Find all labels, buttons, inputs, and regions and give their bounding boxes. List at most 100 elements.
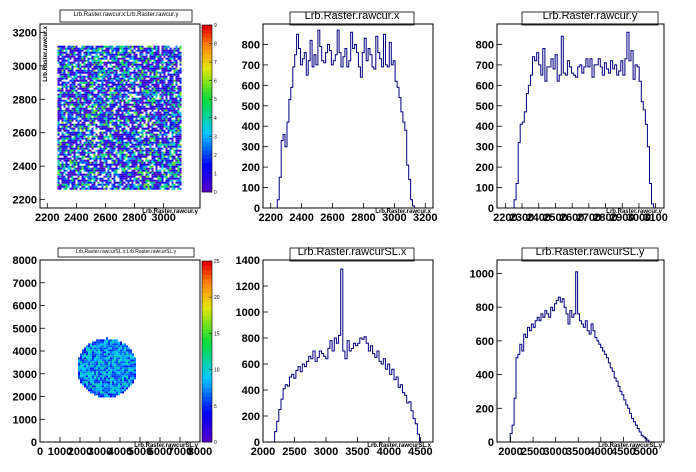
heatmap-cell (63, 171, 66, 174)
heatmap-cell (141, 139, 144, 142)
heatmap-cell (86, 361, 88, 364)
heatmap-cell (135, 45, 138, 48)
heatmap-cell (73, 185, 76, 188)
heatmap-cell (73, 181, 76, 184)
heatmap-cell (123, 49, 126, 52)
heatmap-cell (120, 347, 122, 350)
heatmap-cell (133, 73, 136, 76)
heatmap-cell (75, 57, 78, 60)
colorbar-segment (202, 301, 212, 307)
heatmap-cell (87, 51, 90, 54)
heatmap-cell (67, 59, 70, 62)
heatmap-cell (81, 89, 84, 92)
heatmap-cell (119, 125, 122, 128)
heatmap-cell (169, 169, 172, 172)
heatmap-cell (133, 79, 136, 82)
heatmap-cell (121, 129, 124, 132)
heatmap-cell (89, 149, 92, 152)
heatmap-cell (92, 353, 94, 356)
heatmap-cell (123, 59, 126, 62)
heatmap-cell (89, 133, 92, 136)
heatmap-cell (157, 159, 160, 162)
heatmap-cell (155, 143, 158, 146)
heatmap-cell (147, 169, 150, 172)
y-tick-label: 300 (242, 142, 260, 154)
heatmap-cell (173, 73, 176, 76)
heatmap-cell (106, 369, 108, 372)
heatmap-cell (88, 367, 90, 370)
heatmap-cell (125, 55, 128, 58)
heatmap-cell (65, 107, 68, 110)
heatmap-cell (81, 149, 84, 152)
heatmap-cell (120, 341, 122, 344)
heatmap-cell (132, 375, 134, 378)
heatmap-cell (85, 85, 88, 88)
heatmap-cell (177, 103, 180, 106)
heatmap-cell (94, 381, 96, 384)
heatmap-cell (91, 71, 94, 74)
heatmap-cell (177, 125, 180, 128)
heatmap-cell (127, 147, 130, 150)
heatmap-cell (121, 47, 124, 50)
heatmap-cell (103, 111, 106, 114)
heatmap-cell (113, 169, 116, 172)
heatmap-cell (103, 57, 106, 60)
heatmap-cell (113, 103, 116, 106)
heatmap-cell (99, 173, 102, 176)
heatmap-cell (179, 113, 182, 116)
heatmap-cell (105, 69, 108, 72)
heatmap-cell (147, 93, 150, 96)
heatmap-cell (141, 119, 144, 122)
heatmap-cell (100, 345, 102, 348)
heatmap-cell (128, 377, 130, 380)
heatmap-cell (57, 87, 60, 90)
heatmap-cell (61, 111, 64, 114)
heatmap-cell (83, 71, 86, 74)
heatmap-cell (165, 115, 168, 118)
heatmap-cell (63, 155, 66, 158)
heatmap-cell (77, 105, 80, 108)
heatmap-cell (84, 351, 86, 354)
heatmap-cell (147, 49, 150, 52)
heatmap-cell (173, 53, 176, 56)
heatmap-cell (101, 113, 104, 116)
heatmap-cell (125, 119, 128, 122)
heatmap-cell (155, 69, 158, 72)
heatmap-cell (179, 187, 182, 190)
heatmap-cell (139, 173, 142, 176)
heatmap-cell (82, 353, 84, 356)
heatmap-cell (163, 107, 166, 110)
heatmap-cell (102, 377, 104, 380)
heatmap-cell (121, 113, 124, 116)
heatmap-cell (63, 101, 66, 104)
heatmap-cell (99, 161, 102, 164)
heatmap-cell (179, 159, 182, 162)
heatmap-cell (101, 177, 104, 180)
heatmap-cell (177, 133, 180, 136)
heatmap-cell (109, 167, 112, 170)
heatmap-cell (167, 131, 170, 134)
heatmap-cell (114, 391, 116, 394)
heatmap-cell (115, 165, 118, 168)
heatmap-cell (95, 143, 98, 146)
heatmap-cell (114, 349, 116, 352)
heatmap-cell (111, 49, 114, 52)
heatmap-cell (177, 95, 180, 98)
heatmap-cell (93, 89, 96, 92)
heatmap-cell (161, 161, 164, 164)
heatmap-cell (161, 71, 164, 74)
heatmap-cell (135, 101, 138, 104)
heatmap-cell (153, 163, 156, 166)
heatmap-cell (99, 179, 102, 182)
heatmap-cell (120, 353, 122, 356)
heatmap-cell (115, 125, 118, 128)
heatmap-cell (101, 69, 104, 72)
heatmap-cell (77, 129, 80, 132)
heatmap-cell (89, 155, 92, 158)
heatmap-cell (177, 159, 180, 162)
colorbar-segment (202, 401, 212, 407)
heatmap-cell (129, 109, 132, 112)
heatmap-cell (96, 359, 98, 362)
heatmap-cells (78, 337, 136, 398)
heatmap-cell (169, 61, 172, 64)
